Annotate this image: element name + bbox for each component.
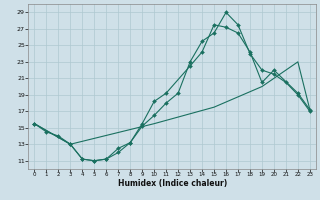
- X-axis label: Humidex (Indice chaleur): Humidex (Indice chaleur): [117, 179, 227, 188]
